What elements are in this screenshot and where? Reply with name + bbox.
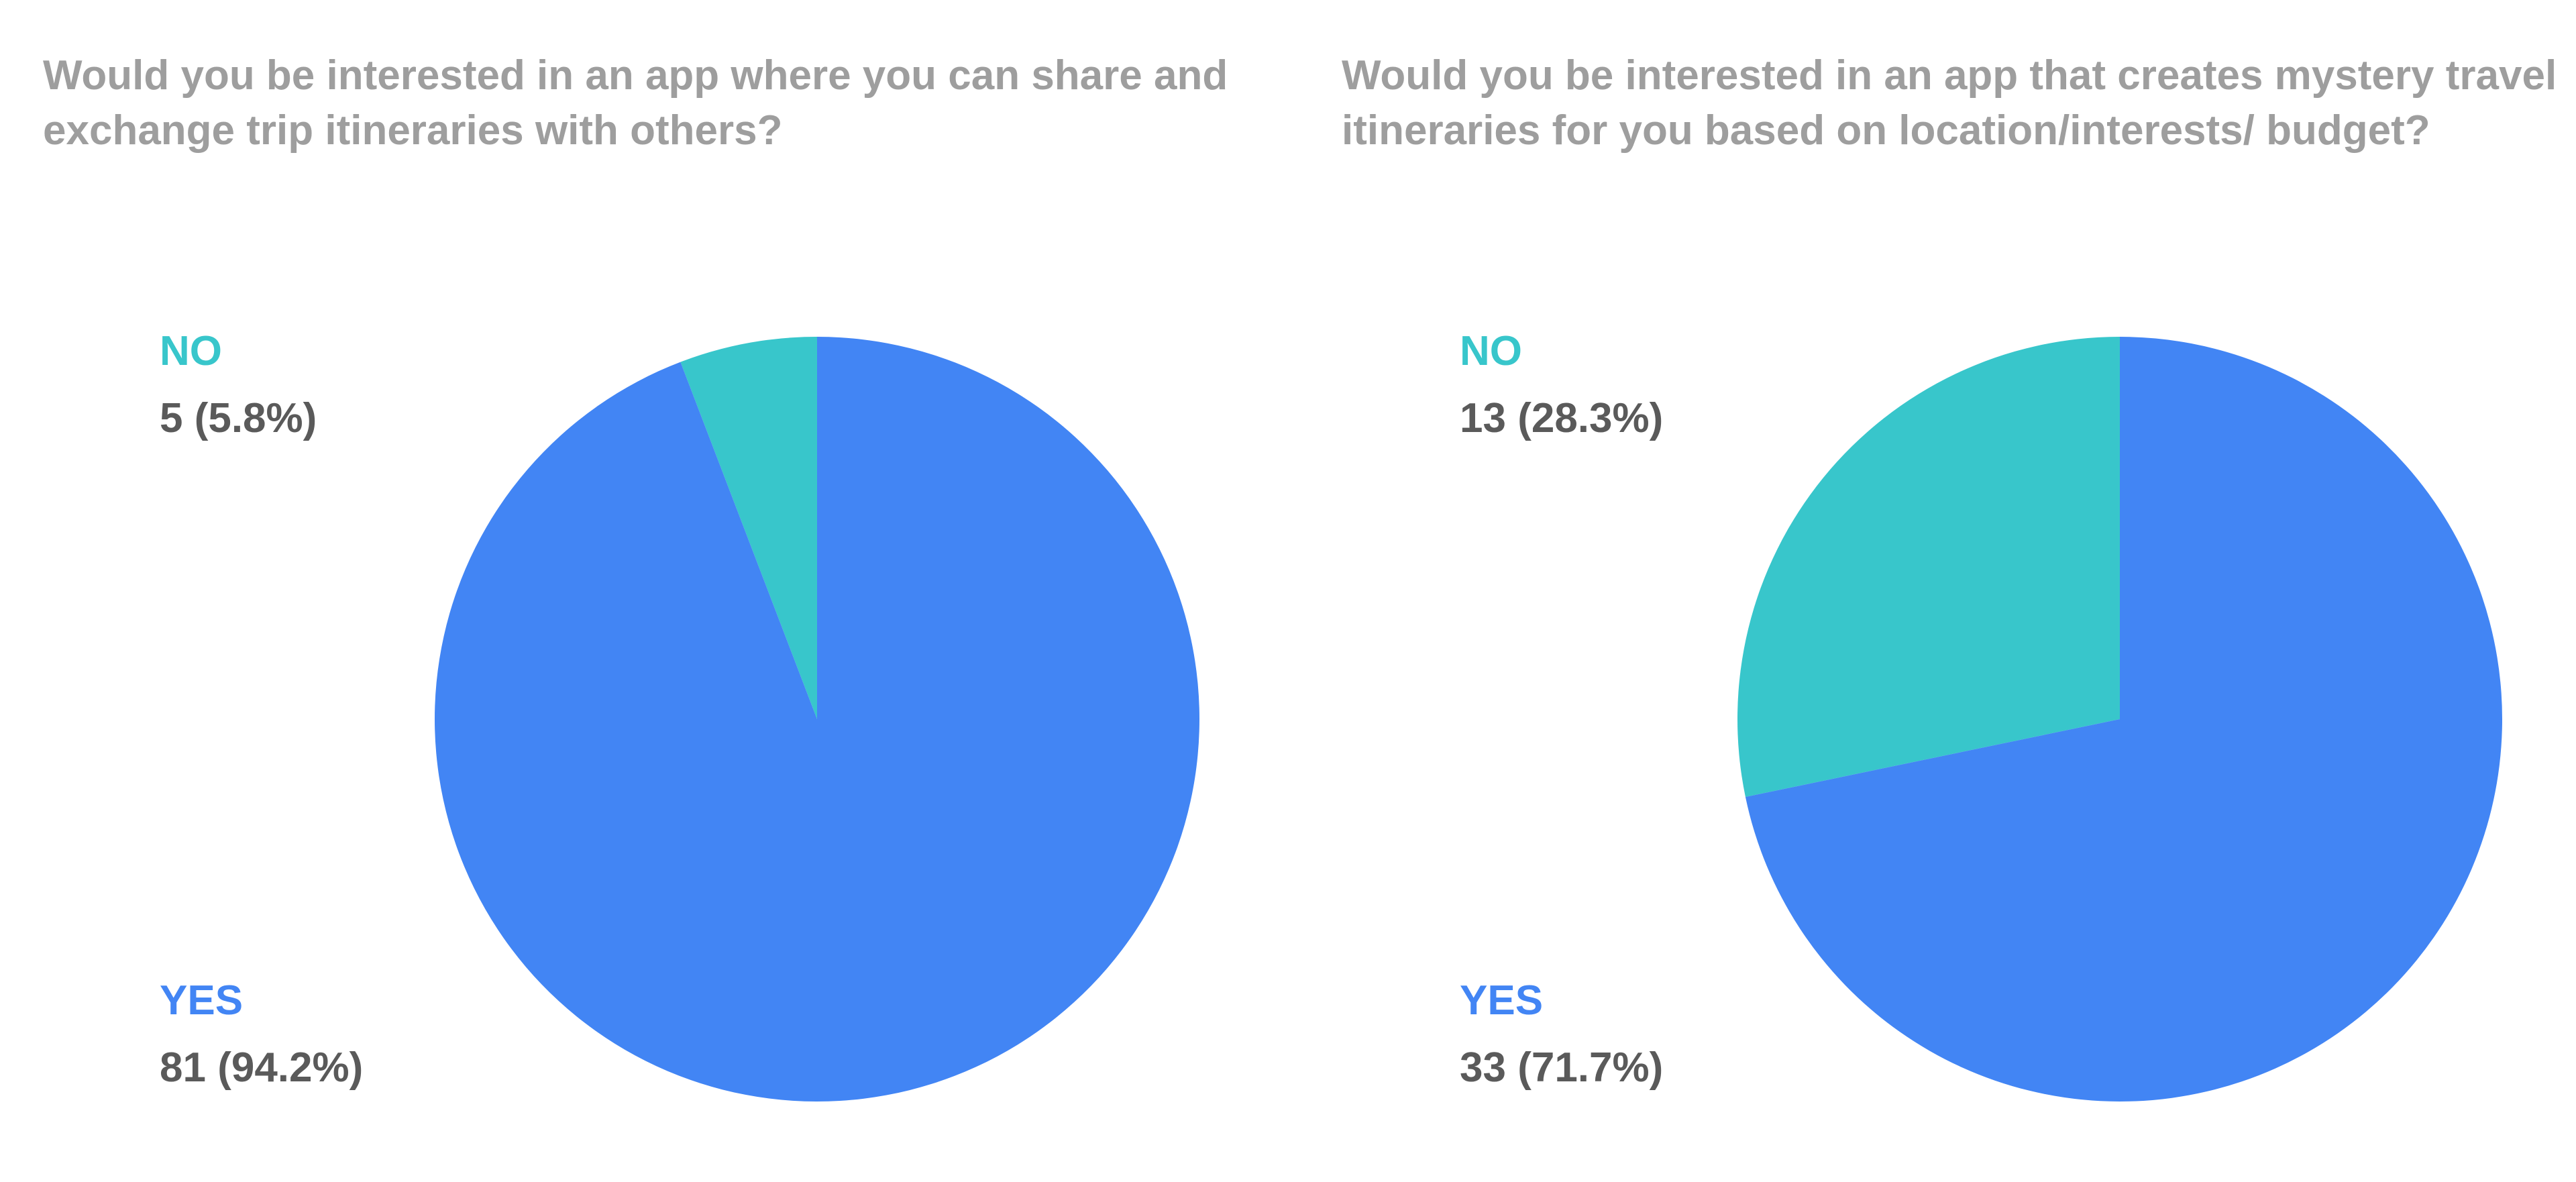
pie-slice-no [1737, 336, 2120, 797]
legend-value-no: 5 (5.8%) [160, 395, 317, 441]
legend-value-no: 13 (28.3%) [1460, 395, 1664, 441]
legend-label-yes: YES [160, 977, 244, 1024]
pie-chart-mystery [1737, 336, 2502, 1102]
pie-slice-yes [1745, 337, 2502, 1102]
legend-no: NO 13 (28.3%) [1460, 327, 1663, 443]
chart-title: Would you be interested in an app where … [43, 52, 1228, 154]
legend-label-no: NO [1460, 328, 1522, 374]
pie-chart-panel-mystery: Would you be interested in an app that c… [1299, 0, 2576, 1182]
legend-label-no: NO [160, 328, 222, 374]
pie-slice-no [680, 337, 817, 719]
legend-yes: YES 33 (71.7%) [1460, 977, 1663, 1092]
legend-value-yes: 33 (71.7%) [1460, 1044, 1664, 1091]
legend-no: NO 5 (5.8%) [160, 327, 317, 443]
pie-slice-yes [434, 337, 1199, 1102]
legend-value-yes: 81 (94.2%) [160, 1044, 364, 1091]
pie-chart-panel-sharing: Would you be interested in an app where … [43, 52, 1228, 1102]
pie-chart-sharing [434, 337, 1199, 1102]
legend-yes: YES 81 (94.2%) [160, 977, 363, 1092]
chart-title: Would you be interested in an app that c… [1342, 52, 2557, 154]
legend-label-yes: YES [1460, 977, 1544, 1024]
